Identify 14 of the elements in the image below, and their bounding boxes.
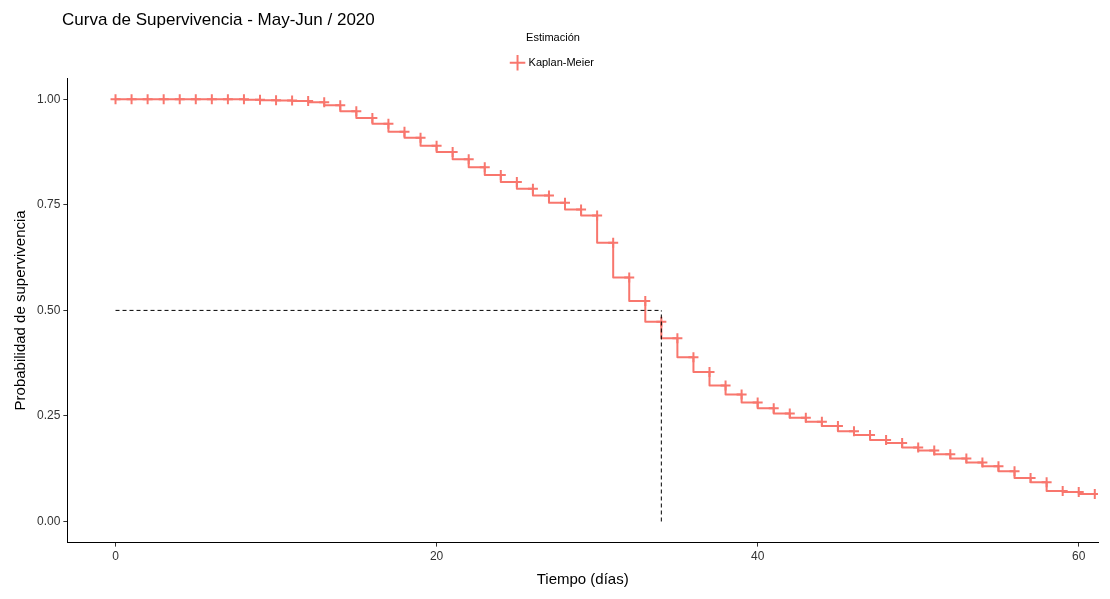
x-tick-label: 0 <box>112 549 120 564</box>
y-tick-label: 0.00 <box>37 513 61 528</box>
y-tick-label: 0.25 <box>37 408 61 423</box>
x-tick-label: 40 <box>750 549 765 564</box>
y-tick-label: 0.75 <box>37 197 61 212</box>
x-tick-label: 60 <box>1072 549 1086 564</box>
legend-label: Kaplan-Meier <box>528 55 595 68</box>
x-axis-title: Tiempo (días) <box>536 570 629 588</box>
y-tick-label: 1.00 <box>37 91 61 106</box>
chart-title: Curva de Supervivencia - May-Jun / 2020 <box>62 10 375 30</box>
y-axis-title: Probabilidad de supervivencia <box>11 209 29 411</box>
legend-title: Estimación <box>526 30 580 43</box>
y-tick-label: 0.50 <box>37 302 61 317</box>
x-tick-label: 20 <box>429 549 444 564</box>
